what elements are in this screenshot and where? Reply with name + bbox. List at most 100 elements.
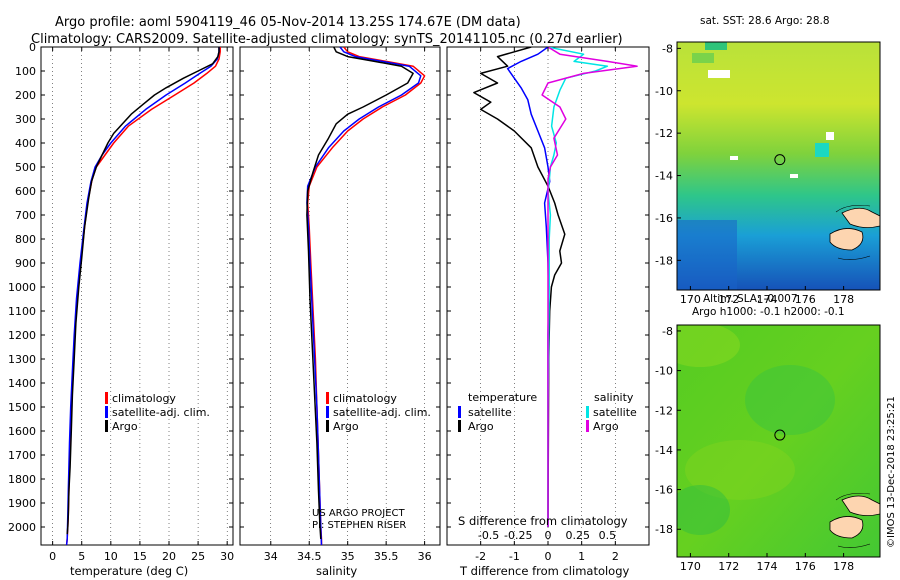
- missing-data: [708, 70, 730, 78]
- title-line-2: Climatology: CARS2009. Satellite-adjuste…: [31, 32, 623, 47]
- sla-map-title: Altim. SLA: -0.007: [703, 293, 798, 305]
- x-tick-label: 2: [612, 550, 619, 563]
- x2-tick-label: 0.25: [565, 529, 590, 542]
- sla-map: [677, 325, 880, 557]
- depth-tick-label: 1000: [8, 281, 36, 294]
- series-line-argo: [306, 47, 414, 540]
- lon-tick-label: 172: [718, 560, 739, 573]
- lat-tick-label: -14: [655, 444, 673, 457]
- legend-label-argo: Argo: [333, 420, 359, 433]
- depth-tick-label: 1300: [8, 353, 36, 366]
- x-tick-label: -1: [509, 550, 520, 563]
- x-tick-label: 34: [264, 550, 278, 563]
- lat-tick-label: -18: [655, 254, 673, 267]
- sst-cool-patch: [677, 220, 737, 290]
- legend-swatch-argo: [105, 420, 108, 432]
- depth-tick-label: 200: [15, 89, 36, 102]
- legend-swatch-s-satellite: [586, 406, 589, 418]
- legend-label-satellite: satellite-adj. clim.: [333, 406, 431, 419]
- x-tick-label: 0: [545, 550, 552, 563]
- salinity-legend: climatology satellite-adj. clim. Argo: [326, 392, 431, 433]
- legend-label-satellite: satellite-adj. clim.: [112, 406, 210, 419]
- depth-tick-label: 600: [15, 185, 36, 198]
- lon-tick-label: 172: [718, 293, 739, 306]
- x-tick-label: 25: [191, 550, 205, 563]
- lon-tick-label: 178: [833, 560, 854, 573]
- lon-tick-label: 174: [757, 293, 778, 306]
- argo-position-marker: [774, 154, 786, 166]
- lat-tick-label: -14: [655, 170, 673, 183]
- pi-credit: PI: STEPHEN RISER: [312, 520, 406, 531]
- depth-tick-label: 100: [15, 65, 36, 78]
- series-line-satellite-adj-clim-: [306, 47, 422, 545]
- x-tick-label: 10: [104, 550, 118, 563]
- lat-tick-label: -12: [655, 404, 673, 417]
- legend-swatch-climatology: [105, 392, 108, 404]
- sst-patch: [815, 143, 829, 157]
- legend-label-argo: Argo: [112, 420, 138, 433]
- depth-tick-label: 1100: [8, 305, 36, 318]
- depth-tick-label: 700: [15, 209, 36, 222]
- x-tick-label: 35.5: [374, 550, 399, 563]
- lon-tick-label: 174: [757, 560, 778, 573]
- legend-title-salinity: salinity: [594, 391, 634, 404]
- salinity-axis-label: salinity: [316, 564, 357, 578]
- legend-swatch-t-argo: [458, 420, 461, 432]
- x-tick-label: 5: [78, 550, 85, 563]
- title-line-1: Argo profile: aoml 5904119_46 05-Nov-201…: [55, 15, 521, 30]
- island: [829, 516, 864, 539]
- sst-map-title: sat. SST: 28.6 Argo: 28.8: [700, 15, 830, 27]
- sla-map-subtitle: Argo h1000: -0.1 h2000: -0.1: [692, 306, 845, 318]
- depth-tick-label: 400: [15, 137, 36, 150]
- imos-credit: ©IMOS 13-Dec-2018 23:25:21: [886, 396, 897, 548]
- depth-tick-label: 1400: [8, 377, 36, 390]
- legend-swatch-argo: [326, 420, 329, 432]
- x-tick-label: 36: [418, 550, 432, 563]
- series-line-t-satellite: [506, 47, 551, 527]
- lat-tick-label: -8: [662, 325, 673, 338]
- lat-tick-label: -10: [655, 365, 673, 378]
- depth-tick-label: 1200: [8, 329, 36, 342]
- x2-tick-label: 0: [545, 529, 552, 542]
- depth-tick-label: 1900: [8, 497, 36, 510]
- legend-label-s-argo: Argo: [593, 420, 619, 433]
- coast-contour: [835, 492, 871, 548]
- legend-label-climatology: climatology: [333, 392, 397, 405]
- lon-tick-label: 170: [680, 560, 701, 573]
- sla-patch: [677, 325, 740, 367]
- sst-patch: [692, 53, 714, 63]
- lat-tick-label: -12: [655, 127, 673, 140]
- depth-tick-label: 500: [15, 161, 36, 174]
- difference-legend: temperature satellite Argo salinity sate…: [458, 391, 637, 433]
- depth-tick-label: 1500: [8, 401, 36, 414]
- lon-tick-label: 170: [680, 293, 701, 306]
- series-line-climatology: [65, 47, 221, 545]
- island: [841, 207, 880, 228]
- island: [829, 228, 864, 251]
- lat-tick-label: -8: [662, 42, 673, 55]
- missing-data: [730, 156, 738, 160]
- x-tick-label: 20: [162, 550, 176, 563]
- sla-patch: [685, 440, 795, 500]
- x-tick-label: 35: [341, 550, 355, 563]
- series-line-s-satellite: [547, 47, 609, 527]
- argo-position-marker: [774, 429, 786, 441]
- missing-data: [826, 132, 834, 140]
- depth-tick-label: 300: [15, 113, 36, 126]
- missing-data: [790, 174, 798, 178]
- series-line-satellite-adj-clim-: [65, 47, 220, 545]
- island: [841, 495, 880, 516]
- sla-patch: [745, 365, 835, 435]
- sst-map: [677, 42, 880, 290]
- legend-swatch-s-argo: [586, 420, 589, 432]
- lon-tick-label: 176: [795, 293, 816, 306]
- x-tick-label: -2: [475, 550, 486, 563]
- series-line-climatology: [306, 47, 426, 545]
- legend-swatch-climatology: [326, 392, 329, 404]
- project-credit: US ARGO PROJECT: [312, 508, 406, 519]
- series-line-s-argo: [541, 47, 638, 527]
- legend-swatch-t-satellite: [458, 406, 461, 418]
- lat-tick-label: -10: [655, 85, 673, 98]
